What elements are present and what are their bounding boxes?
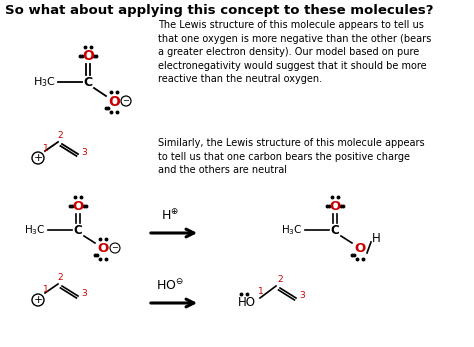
- Text: $\mathregular{H_3C}$: $\mathregular{H_3C}$: [25, 223, 46, 237]
- Text: +: +: [33, 153, 43, 163]
- Text: The Lewis structure of this molecule appears to tell us
that one oxygen is more : The Lewis structure of this molecule app…: [158, 20, 431, 84]
- Text: C: C: [73, 223, 82, 237]
- Text: So what about applying this concept to these molecules?: So what about applying this concept to t…: [5, 4, 434, 17]
- Text: O: O: [355, 243, 365, 255]
- Text: 3: 3: [299, 291, 305, 301]
- Text: −: −: [122, 96, 129, 105]
- Text: HO: HO: [238, 296, 256, 308]
- Text: O: O: [108, 95, 120, 109]
- Text: O: O: [82, 49, 94, 63]
- Text: 1: 1: [43, 144, 49, 152]
- Text: 3: 3: [81, 289, 87, 298]
- Text: 1: 1: [258, 288, 264, 296]
- Text: O: O: [329, 200, 341, 212]
- Text: 2: 2: [277, 274, 283, 283]
- Text: O: O: [97, 243, 109, 255]
- Text: $\mathregular{H_3C}$: $\mathregular{H_3C}$: [282, 223, 303, 237]
- Text: H$^{\oplus}$: H$^{\oplus}$: [161, 208, 179, 222]
- Text: −: −: [111, 244, 118, 253]
- Text: Similarly, the Lewis structure of this molecule appears
to tell us that one carb: Similarly, the Lewis structure of this m…: [158, 138, 425, 175]
- Text: 1: 1: [43, 286, 49, 295]
- Text: 2: 2: [57, 272, 63, 281]
- Text: 3: 3: [81, 147, 87, 156]
- Text: C: C: [83, 76, 92, 88]
- Text: H: H: [372, 232, 380, 245]
- Text: +: +: [33, 295, 43, 305]
- Text: O: O: [73, 200, 83, 212]
- Text: HO$^{\ominus}$: HO$^{\ominus}$: [156, 278, 184, 293]
- Text: 2: 2: [57, 130, 63, 139]
- Text: $\mathregular{H_3C}$: $\mathregular{H_3C}$: [33, 75, 56, 89]
- Text: C: C: [331, 223, 339, 237]
